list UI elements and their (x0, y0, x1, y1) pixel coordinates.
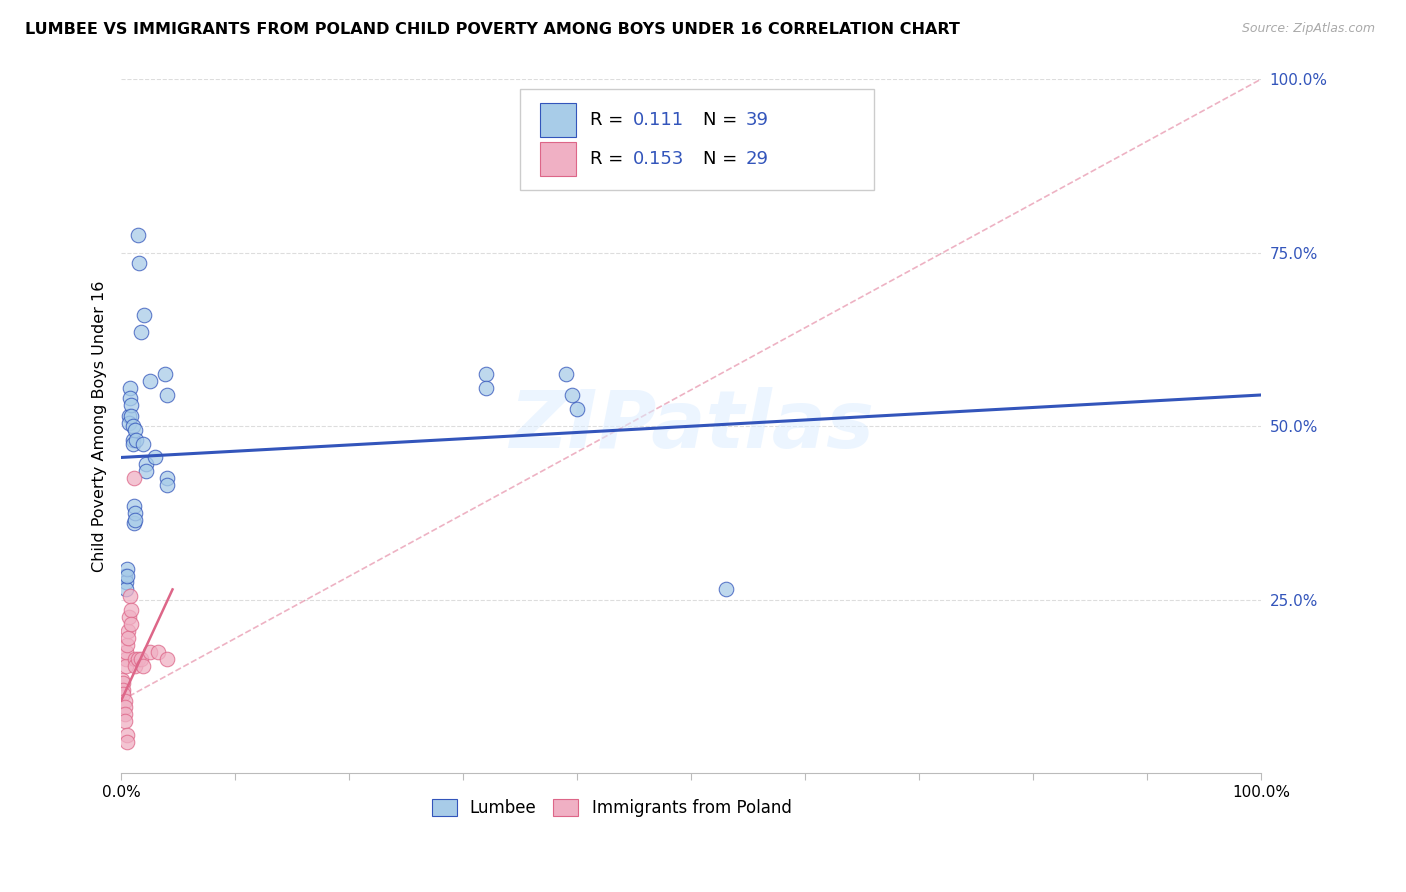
Point (112, 683, 135, 698)
Point (118, 409, 141, 423)
Point (135, 464, 157, 478)
Point (156, 478, 179, 492)
Point (114, 568, 136, 582)
Point (127, 228, 149, 243)
Text: 0.111: 0.111 (633, 111, 685, 129)
Point (475, 381, 498, 395)
Point (567, 401, 589, 416)
Point (121, 436, 143, 450)
Point (120, 392, 142, 406)
Point (121, 617, 143, 632)
Point (115, 735, 138, 749)
Point (561, 388, 583, 402)
Point (114, 582, 136, 597)
Point (128, 256, 150, 270)
Text: N =: N = (703, 150, 742, 168)
Y-axis label: Child Poverty Among Boys Under 16: Child Poverty Among Boys Under 16 (93, 280, 107, 572)
Point (121, 409, 143, 423)
Point (129, 326, 152, 340)
Point (115, 568, 138, 582)
Point (114, 652, 136, 666)
Point (118, 416, 141, 430)
Point (135, 458, 157, 472)
Point (114, 645, 136, 659)
Point (129, 652, 152, 666)
Point (114, 575, 136, 590)
Text: N =: N = (703, 111, 742, 129)
Text: 29: 29 (747, 150, 769, 168)
Point (132, 308, 155, 322)
Point (115, 638, 138, 652)
Point (124, 513, 146, 527)
Point (124, 506, 146, 520)
Point (120, 381, 142, 395)
Text: Source: ZipAtlas.com: Source: ZipAtlas.com (1241, 22, 1375, 36)
Text: R =: R = (591, 111, 628, 129)
Text: LUMBEE VS IMMIGRANTS FROM POLAND CHILD POVERTY AMONG BOYS UNDER 16 CORRELATION C: LUMBEE VS IMMIGRANTS FROM POLAND CHILD P… (25, 22, 960, 37)
Point (714, 582, 737, 597)
Point (117, 631, 139, 645)
FancyBboxPatch shape (520, 89, 873, 190)
Point (132, 658, 155, 673)
Point (122, 516, 145, 531)
Point (114, 714, 136, 729)
Point (114, 693, 136, 707)
Point (115, 728, 138, 742)
Point (124, 658, 146, 673)
Legend: Lumbee, Immigrants from Poland: Lumbee, Immigrants from Poland (425, 793, 799, 824)
FancyBboxPatch shape (540, 103, 576, 136)
Point (114, 700, 136, 714)
Point (121, 433, 143, 447)
Point (156, 471, 179, 485)
Point (112, 687, 135, 701)
FancyBboxPatch shape (540, 142, 576, 176)
Point (475, 367, 498, 381)
Point (124, 423, 146, 437)
Point (138, 374, 160, 388)
Point (554, 367, 576, 381)
Point (121, 419, 143, 434)
Text: 0.153: 0.153 (633, 150, 685, 168)
Point (156, 388, 179, 402)
Point (125, 433, 148, 447)
Point (114, 707, 136, 722)
Point (115, 561, 138, 575)
Point (122, 499, 145, 513)
Point (132, 436, 155, 450)
Point (121, 603, 143, 617)
Point (118, 610, 141, 624)
Text: ZIPatlas: ZIPatlas (509, 387, 873, 466)
Point (124, 652, 146, 666)
Text: R =: R = (591, 150, 628, 168)
Point (145, 450, 167, 465)
Point (138, 645, 160, 659)
Point (122, 471, 145, 485)
Point (111, 673, 134, 687)
Point (120, 590, 142, 604)
Point (146, 645, 169, 659)
Point (112, 676, 135, 690)
Point (127, 652, 149, 666)
Point (117, 624, 139, 638)
Point (153, 367, 176, 381)
Point (114, 658, 136, 673)
Point (121, 398, 143, 412)
Text: 39: 39 (747, 111, 769, 129)
Point (156, 652, 179, 666)
